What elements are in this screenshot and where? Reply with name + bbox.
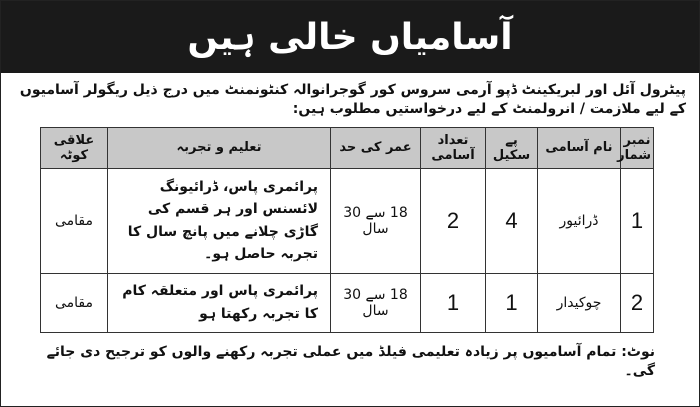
cell-quota: مقامی bbox=[40, 272, 108, 333]
title-banner: آسامیاں خالی ہیں bbox=[1, 1, 699, 73]
note-text: نوٹ: تمام آسامیوں پر زیادہ تعلیمی فیلڈ م… bbox=[46, 343, 655, 379]
cell-scale: 1 bbox=[485, 272, 538, 333]
header-scale: پے سکیل bbox=[485, 126, 538, 169]
vacancy-table: نمبر شمار نام آسامی پے سکیل تعداد آسامی … bbox=[40, 126, 654, 333]
cell-quota: مقامی bbox=[40, 167, 108, 274]
table-header-row: نمبر شمار نام آسامی پے سکیل تعداد آسامی … bbox=[40, 126, 654, 169]
table-row: 1 ڈرائیور 4 2 18 سے 30 سال پرائمری پاس، … bbox=[40, 167, 654, 274]
page-title: آسامیاں خالی ہیں bbox=[187, 16, 513, 58]
cell-age: 18 سے 30 سال bbox=[330, 272, 421, 333]
cell-post: ڈرائیور bbox=[537, 167, 621, 274]
cell-serial: 1 bbox=[620, 167, 654, 274]
cell-count: 2 bbox=[420, 167, 486, 274]
cell-education: پرائمری پاس اور متعلقہ کام کا تجربہ رکھت… bbox=[107, 272, 331, 333]
cell-age: 18 سے 30 سال bbox=[330, 167, 421, 274]
table-row: 2 چوکیدار 1 1 18 سے 30 سال پرائمری پاس ا… bbox=[40, 272, 654, 333]
header-post: نام آسامی bbox=[537, 126, 621, 169]
ad-content: آسامیاں خالی ہیں پیٹرول آئل اور لبریکینٹ… bbox=[1, 1, 699, 379]
cell-scale: 4 bbox=[485, 167, 538, 274]
cell-count: 1 bbox=[420, 272, 486, 333]
intro-text: پیٹرول آئل اور لبریکینٹ ڈپو آرمی سروس کو… bbox=[19, 82, 686, 117]
cell-serial: 2 bbox=[620, 272, 654, 333]
cell-education: پرائمری پاس، ڈرائیونگ لائسنس اور ہر قسم … bbox=[107, 167, 331, 274]
header-education: تعلیم و تجربہ bbox=[107, 126, 331, 169]
header-age: عمر کی حد bbox=[330, 126, 421, 169]
cell-post: چوکیدار bbox=[537, 272, 621, 333]
header-count: تعداد آسامی bbox=[420, 126, 486, 169]
header-quota: علاقی کوٹہ bbox=[40, 126, 108, 169]
header-serial: نمبر شمار bbox=[617, 126, 654, 169]
